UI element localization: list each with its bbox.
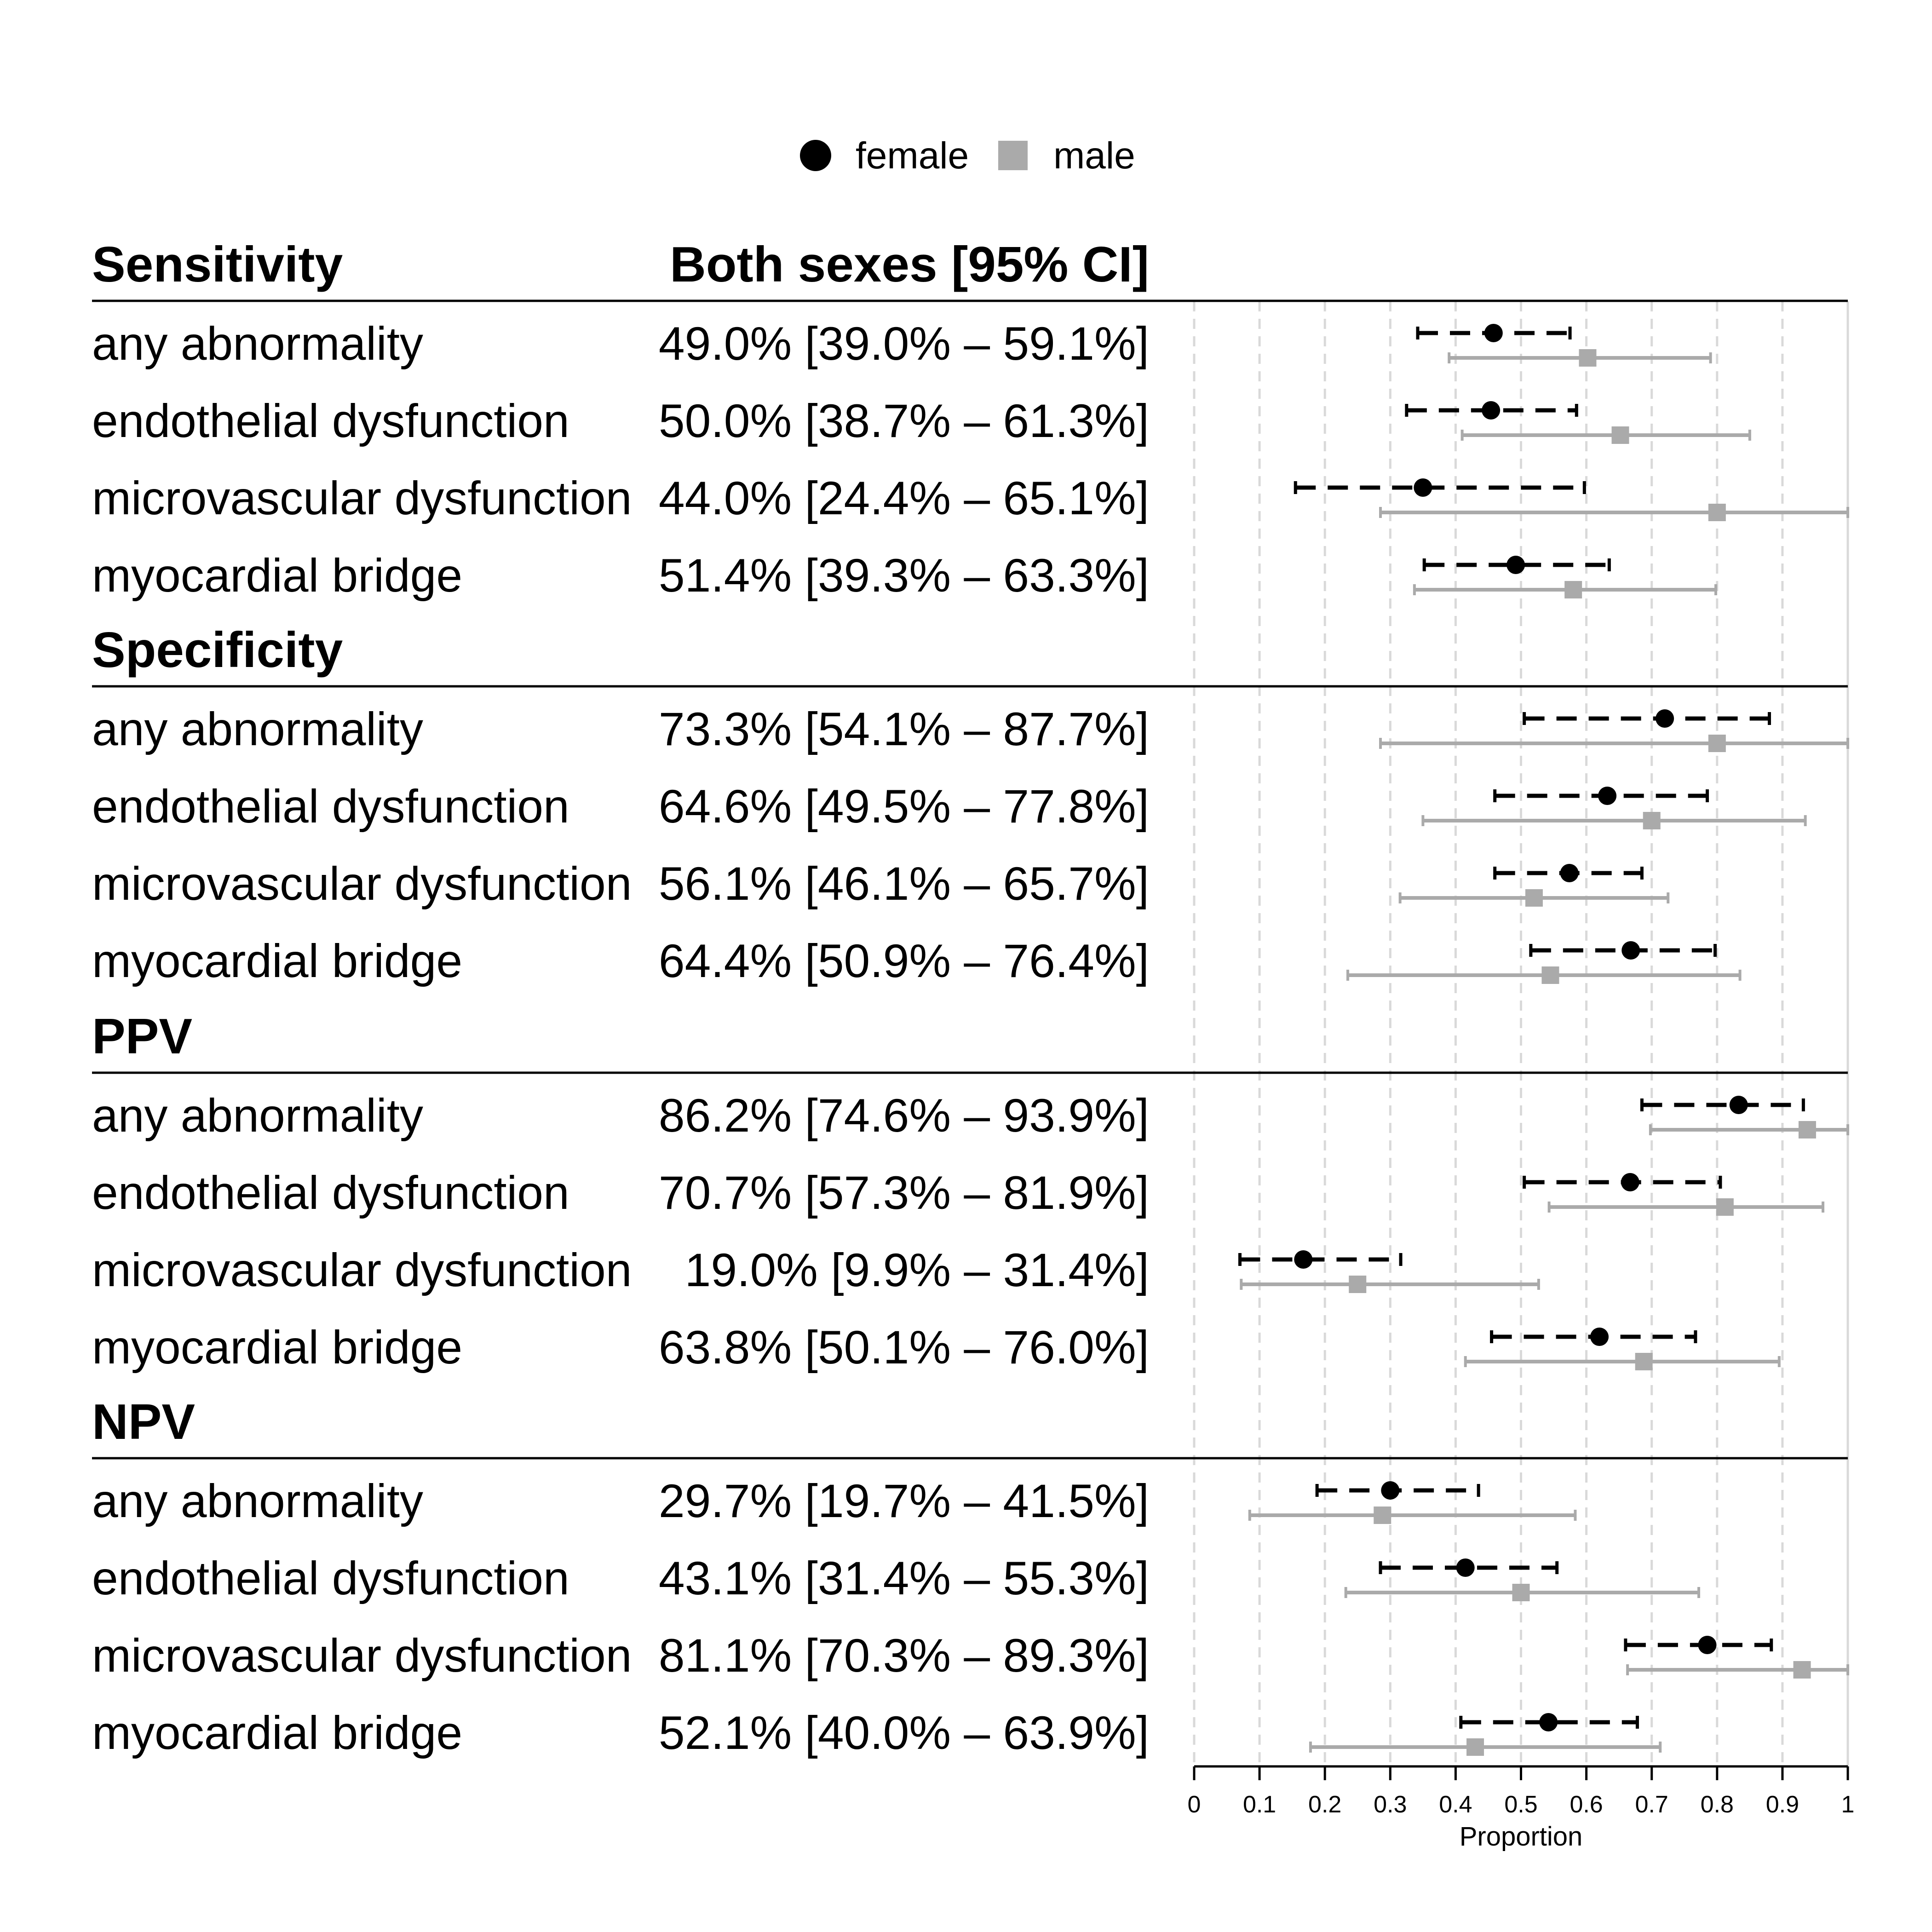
row-label: endothelial dysfunction <box>92 1552 569 1604</box>
x-tick-label: 0.3 <box>1374 1791 1407 1818</box>
female-point <box>1729 1096 1748 1114</box>
row-label: myocardial bridge <box>92 935 462 987</box>
section-title: PPV <box>92 1008 192 1064</box>
row-ci-value: 43.1% [31.4% – 55.3%] <box>659 1552 1149 1604</box>
x-axis: 0 0.1 0.2 0.3 0.4 0.5 0.6 0.7 0.8 0.9 1 Proportion <box>1188 1765 1855 1852</box>
row-ci-value: 49.0% [39.0% – 59.1%] <box>659 317 1149 370</box>
legend-male-label: male <box>1053 135 1135 177</box>
x-tick-label: 1 <box>1841 1791 1855 1818</box>
section-title: Specificity <box>92 622 343 678</box>
row-ci-value: 64.4% [50.9% – 76.4%] <box>659 935 1149 987</box>
male-point <box>1374 1506 1392 1524</box>
x-tick-label: 0.5 <box>1504 1791 1537 1818</box>
female-point <box>1598 787 1617 805</box>
x-axis-title: Proportion <box>1460 1822 1583 1852</box>
row-label: myocardial bridge <box>92 549 462 602</box>
row-ci-value: 56.1% [46.1% – 65.7%] <box>659 857 1149 910</box>
female-point <box>1539 1713 1558 1731</box>
row-ci-value: 52.1% [40.0% – 63.9%] <box>659 1707 1149 1759</box>
gridlines <box>1193 301 1849 1766</box>
male-point <box>1611 426 1629 444</box>
table-sections: Sensitivity any abnormality 49.0% [39.0% –… <box>92 236 1848 1759</box>
male-point <box>1564 581 1582 598</box>
legend-female-marker <box>800 140 831 171</box>
x-tick-label: 0.2 <box>1308 1791 1341 1818</box>
female-point <box>1590 1328 1609 1346</box>
male-point <box>1708 735 1726 752</box>
female-point <box>1414 478 1432 497</box>
ci-column-header: Both sexes [95% CI] <box>670 236 1149 293</box>
female-point <box>1482 401 1501 420</box>
row-label: myocardial bridge <box>92 1707 462 1759</box>
legend-male-marker <box>998 141 1028 170</box>
legend: female male <box>800 135 1135 177</box>
x-tick-label: 0 <box>1188 1791 1201 1818</box>
plot-marks <box>1238 324 1849 1756</box>
row-ci-value: 81.1% [70.3% – 89.3%] <box>659 1629 1149 1682</box>
female-point <box>1621 1173 1639 1191</box>
female-point <box>1294 1250 1313 1269</box>
female-point <box>1381 1481 1400 1500</box>
section-title: NPV <box>92 1394 195 1450</box>
male-point <box>1793 1661 1811 1679</box>
female-point <box>1456 1558 1475 1577</box>
row-ci-value: 50.0% [38.7% – 61.3%] <box>659 395 1149 447</box>
male-point <box>1643 812 1661 829</box>
row-ci-value: 64.6% [49.5% – 77.8%] <box>659 780 1149 833</box>
row-ci-value: 63.8% [50.1% – 76.0%] <box>659 1321 1149 1374</box>
row-label: microvascular dysfunction <box>92 1629 632 1682</box>
row-label: endothelial dysfunction <box>92 395 569 447</box>
row-label: myocardial bridge <box>92 1321 462 1374</box>
male-point <box>1512 1584 1530 1601</box>
female-point <box>1656 709 1674 728</box>
x-tick-label: 0.7 <box>1635 1791 1668 1818</box>
row-label: microvascular dysfunction <box>92 1244 632 1296</box>
female-point <box>1560 864 1579 882</box>
x-tick-label: 0.9 <box>1766 1791 1799 1818</box>
female-point <box>1484 324 1503 342</box>
row-label: microvascular dysfunction <box>92 857 632 910</box>
row-ci-value: 51.4% [39.3% – 63.3%] <box>659 549 1149 602</box>
male-point <box>1798 1121 1816 1138</box>
x-tick-label: 0.6 <box>1570 1791 1603 1818</box>
row-ci-value: 70.7% [57.3% – 81.9%] <box>659 1167 1149 1219</box>
row-label: any abnormality <box>92 1089 423 1142</box>
male-point <box>1349 1276 1367 1293</box>
male-point <box>1716 1198 1734 1216</box>
row-label: endothelial dysfunction <box>92 1167 569 1219</box>
female-point <box>1698 1636 1717 1654</box>
male-point <box>1635 1353 1653 1370</box>
row-label: any abnormality <box>92 317 423 370</box>
row-label: any abnormality <box>92 1475 423 1527</box>
section-title: Sensitivity <box>92 236 343 293</box>
row-label: any abnormality <box>92 703 423 755</box>
row-ci-value: 44.0% [24.4% – 65.1%] <box>659 472 1149 524</box>
female-point <box>1622 941 1640 960</box>
female-point <box>1506 556 1525 574</box>
row-label: endothelial dysfunction <box>92 780 569 833</box>
male-point <box>1525 889 1543 907</box>
male-point <box>1541 966 1559 984</box>
x-tick-label: 0.8 <box>1701 1791 1734 1818</box>
x-tick-label: 0.4 <box>1439 1791 1472 1818</box>
row-ci-value: 29.7% [19.7% – 41.5%] <box>659 1475 1149 1527</box>
row-ci-value: 86.2% [74.6% – 93.9%] <box>659 1089 1149 1142</box>
male-point <box>1579 349 1597 367</box>
legend-female-label: female <box>856 135 969 177</box>
male-point <box>1466 1738 1484 1756</box>
male-point <box>1708 504 1726 521</box>
row-label: microvascular dysfunction <box>92 472 632 524</box>
row-ci-value: 19.0% [9.9% – 31.4%] <box>685 1244 1149 1296</box>
x-tick-label: 0.1 <box>1243 1791 1276 1818</box>
row-ci-value: 73.3% [54.1% – 87.7%] <box>659 703 1149 755</box>
